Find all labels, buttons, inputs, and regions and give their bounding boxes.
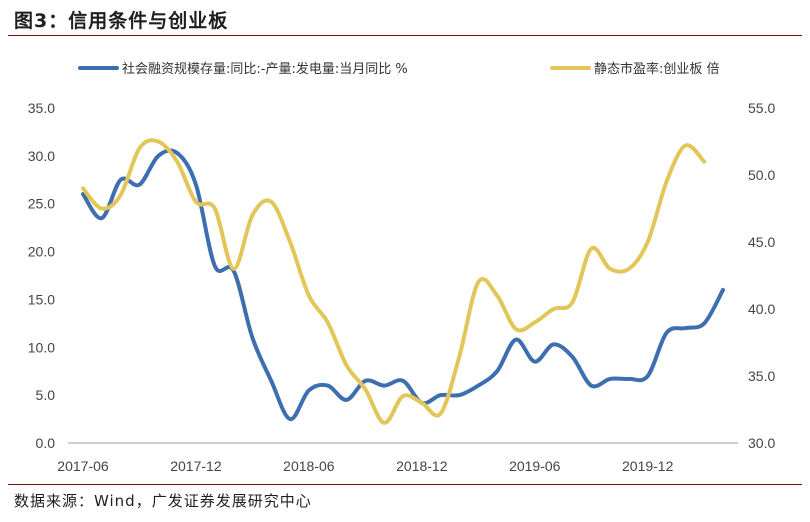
left-axis-tick-label: 15.0 — [28, 291, 55, 307]
legend-label-series1: 社会融资规模存量:同比:-产量:发电量:当月同比 % — [122, 61, 408, 77]
left-axis-tick-label: 20.0 — [28, 244, 55, 260]
legend: 社会融资规模存量:同比:-产量:发电量:当月同比 % 静态市盈率:创业板 倍 — [78, 61, 720, 77]
series-layer — [81, 138, 725, 425]
x-axis-tick-label: 2018-12 — [396, 458, 448, 474]
left-axis-tick-label: 30.0 — [28, 148, 55, 164]
right-axis-tick-label: 50.0 — [748, 167, 775, 183]
left-axis-tick-label: 35.0 — [28, 100, 55, 116]
x-axis-tick-label: 2019-12 — [622, 458, 674, 474]
left-axis-tick-label: 25.0 — [28, 196, 55, 212]
x-axis-tick-label: 2019-06 — [509, 458, 561, 474]
left-axis-tick-label: 5.0 — [36, 387, 56, 403]
series-line-2 — [81, 138, 707, 425]
right-axis-tick-label: 35.0 — [748, 368, 775, 384]
footer-divider — [8, 484, 802, 485]
left-axis-tick-label: 10.0 — [28, 339, 55, 355]
x-axis-tick-label: 2017-12 — [170, 458, 222, 474]
axes-layer: 0.0 5.0 10.0 15.0 20.0 25.0 30.0 35.0 30.0 35.0 40… — [28, 100, 776, 474]
left-axis-tick-label: 0.0 — [36, 435, 56, 451]
right-axis-tick-label: 45.0 — [748, 234, 775, 250]
x-axis-tick-label: 2018-06 — [283, 458, 335, 474]
data-source-note: 数据来源：Wind，广发证券发展研究中心 — [14, 492, 312, 510]
legend-label-series2: 静态市盈率:创业板 倍 — [594, 61, 720, 77]
right-axis-tick-label: 40.0 — [748, 301, 775, 317]
right-axis-tick-label: 30.0 — [748, 435, 775, 451]
figure-title: 图3：信用条件与创业板 — [14, 10, 229, 32]
right-axis-tick-label: 55.0 — [748, 100, 775, 116]
x-axis-tick-label: 2017-06 — [57, 458, 109, 474]
title-divider — [8, 35, 802, 36]
series-line-1 — [81, 148, 725, 422]
